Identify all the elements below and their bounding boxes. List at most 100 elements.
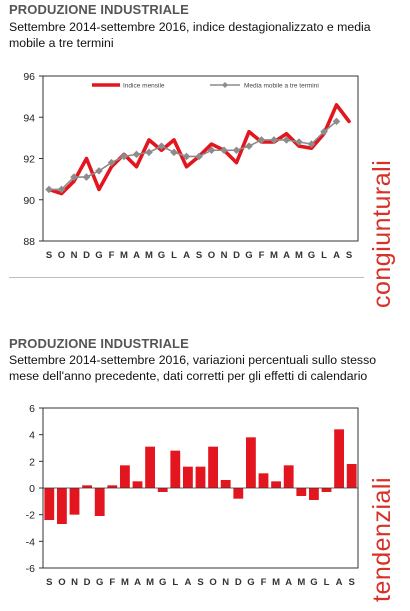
y-tick-label: 6	[29, 403, 35, 415]
media-mobile-point	[332, 117, 341, 126]
bar	[182, 466, 193, 488]
x-tick-label: S	[346, 250, 352, 261]
x-tick-label: G	[247, 577, 254, 588]
x-tick-label: S	[196, 250, 202, 261]
x-tick-label: M	[270, 250, 278, 261]
x-tick-label: M	[120, 250, 128, 261]
media-mobile-point	[107, 158, 116, 167]
bar	[271, 481, 282, 488]
media-mobile-point	[307, 140, 316, 148]
x-tick-label: G	[310, 577, 317, 588]
x-tick-label: G	[159, 577, 166, 588]
media-mobile-point	[145, 148, 153, 157]
x-tick-label: G	[245, 250, 252, 261]
bar	[321, 488, 332, 492]
bar	[145, 446, 156, 488]
bottom-chart-subtitle: Settembre 2014-settembre 2016, variazion…	[9, 353, 377, 383]
x-tick-label: A	[283, 250, 290, 261]
bar	[195, 466, 206, 488]
bar	[283, 465, 294, 488]
x-tick-label: A	[133, 250, 140, 261]
media-mobile-point	[57, 185, 66, 194]
bar	[346, 464, 357, 488]
bar	[44, 488, 55, 520]
media-mobile-point	[195, 152, 203, 161]
y-tick-label: -4	[26, 536, 35, 548]
media-mobile-point	[95, 167, 103, 175]
x-tick-label: A	[333, 250, 340, 261]
bar	[170, 450, 181, 488]
x-tick-label: M	[121, 577, 129, 588]
media-mobile-point	[170, 148, 178, 157]
y-tick-label: 2	[29, 456, 35, 468]
x-tick-label: L	[172, 577, 178, 588]
x-tick-label: F	[259, 250, 265, 261]
media-mobile-point	[245, 142, 253, 150]
y-tick-label: 88	[23, 236, 35, 248]
x-tick-label: G	[95, 250, 102, 261]
legend-label-indice-mensile: Indice mensile	[123, 83, 165, 90]
legend-label-media-mobile: Media mobile a tre termini	[244, 83, 319, 90]
x-tick-label: S	[46, 577, 52, 588]
media-mobile-point	[45, 185, 53, 194]
y-tick-label: -6	[26, 563, 35, 575]
media-mobile-point	[270, 136, 278, 144]
media-mobile-point	[257, 136, 266, 144]
x-tick-label: O	[58, 577, 65, 588]
x-tick-label: M	[272, 577, 280, 588]
bar	[308, 488, 319, 500]
legend-marker-media-mobile	[222, 82, 228, 88]
series-line-media-mobile	[49, 120, 338, 191]
x-tick-label: G	[158, 250, 165, 261]
x-tick-label: G	[96, 577, 103, 588]
bar	[233, 488, 244, 499]
y-tick-label: 94	[23, 112, 35, 124]
bar	[220, 480, 231, 488]
x-tick-label: D	[84, 577, 91, 588]
x-tick-label: S	[46, 250, 52, 261]
series-line-indice-mensile	[47, 103, 351, 196]
bar	[119, 465, 130, 488]
x-tick-label: S	[349, 577, 355, 588]
bar	[208, 446, 219, 488]
media-mobile-point	[232, 146, 241, 155]
x-tick-label: A	[134, 577, 141, 588]
bar	[132, 481, 143, 488]
x-tick-label: A	[184, 577, 191, 588]
bar	[157, 488, 168, 492]
y-tick-label: 0	[29, 483, 35, 495]
x-tick-label: N	[71, 250, 78, 261]
side-label-congiunturali: congiunturali	[368, 159, 396, 308]
x-tick-label: N	[221, 250, 228, 261]
bar	[82, 485, 93, 488]
media-mobile-point	[282, 136, 291, 144]
x-tick-label: N	[222, 577, 229, 588]
media-mobile-point	[220, 146, 228, 155]
x-tick-label: D	[83, 250, 90, 261]
x-tick-label: D	[233, 250, 240, 261]
y-tick-label: 92	[23, 154, 35, 166]
x-tick-label: M	[297, 577, 305, 588]
x-tick-label: L	[321, 250, 327, 261]
x-tick-label: S	[197, 577, 203, 588]
y-tick-label: -2	[26, 510, 35, 522]
x-tick-label: A	[336, 577, 343, 588]
section-divider	[9, 277, 364, 278]
x-tick-label: D	[235, 577, 242, 588]
media-mobile-point	[82, 173, 91, 181]
x-tick-label: A	[285, 577, 292, 588]
x-tick-label: L	[324, 577, 330, 588]
bar	[69, 488, 80, 515]
bar	[56, 488, 67, 524]
y-tick-label: 90	[23, 195, 35, 207]
x-tick-label: M	[145, 250, 153, 261]
x-tick-label: F	[109, 250, 115, 261]
x-tick-label: M	[295, 250, 303, 261]
x-tick-label: M	[146, 577, 154, 588]
x-tick-label: A	[183, 250, 190, 261]
bar	[107, 485, 118, 488]
x-tick-label: L	[171, 250, 177, 261]
x-tick-label: O	[58, 250, 65, 261]
